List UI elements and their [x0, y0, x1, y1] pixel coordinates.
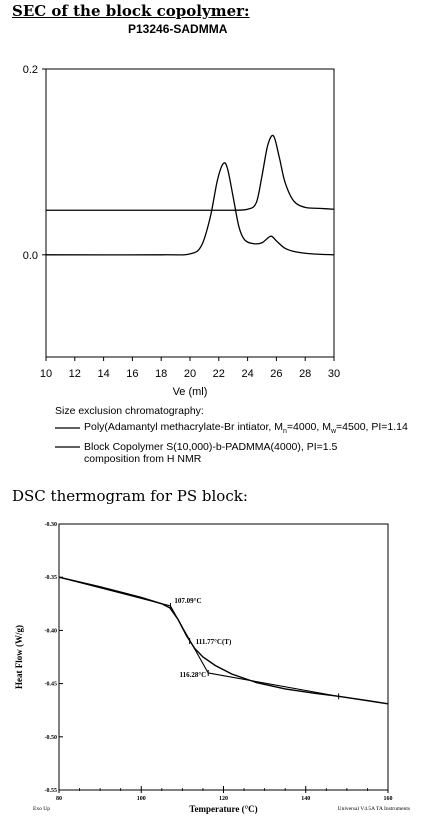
sec-x-tick-label: 30 [328, 368, 340, 380]
sec-x-axis-label: Ve (ml) [173, 386, 208, 398]
sec-x-tick-label: 16 [126, 368, 138, 380]
dsc-footer-exo-up: Exo Up [33, 806, 50, 812]
sec-x-tick-label: 22 [213, 368, 225, 380]
sec-legend-label-2-line-2: composition from H NMR [84, 453, 202, 465]
dsc-series-line-4 [208, 672, 339, 697]
dsc-y-tick-label: -0.35 [45, 575, 58, 581]
dsc-y-tick-label: -0.55 [45, 788, 58, 794]
sec-legend-label-1-part-c: =4500, PI=1.14 [336, 421, 408, 433]
sec-y-tick-label: 0.2 [23, 64, 38, 76]
dsc-footer-instrument: Universal V4.5A TA Instruments [338, 806, 410, 812]
sec-legend-title: Size exclusion chromatography: [55, 405, 204, 417]
sec-legend-label-1-part-b: =4000, M [286, 421, 331, 433]
sec-x-tick-label: 10 [40, 368, 52, 380]
sec-legend-label-1-sub-w: w [330, 428, 337, 436]
sec-plot-frame [45, 68, 335, 358]
dsc-y-tick-label: -0.50 [45, 735, 58, 741]
dsc-y-tick-label: -0.45 [45, 682, 58, 688]
sec-chart-subtitle: P13246-SADMMA [128, 22, 228, 36]
dsc-chart-title: DSC thermogram for PS block: [12, 487, 248, 505]
dsc-series-line-3 [169, 605, 209, 674]
sec-chart-title: SEC of the block copolymer: [12, 2, 250, 20]
sec-series-line-1 [45, 134, 335, 211]
sec-legend-label-1-part-a: Poly(Adamantyl methacrylate-Br intiator,… [84, 421, 283, 433]
sec-x-tick-label: 12 [69, 368, 81, 380]
sec-legend-label-2: Block Copolymer S(10,000)-b-PADMMA(4000)… [84, 441, 338, 453]
sec-x-tick-label: 28 [299, 368, 311, 380]
sec-y-tick-label: 0.0 [23, 250, 38, 262]
sec-series-line-2 [45, 162, 335, 256]
dsc-x-tick-label: 160 [384, 796, 393, 802]
dsc-x-tick-label: 100 [137, 796, 146, 802]
sec-x-tick-label: 14 [97, 368, 109, 380]
sec-x-tick-label: 24 [241, 368, 253, 380]
dsc-y-axis-label: Heat Flow (W/g) [14, 625, 24, 689]
sec-chart: 10 12 14 16 18 20 22 24 26 28 30 0.2 0.0 Ve (ml) [23, 64, 340, 448]
dsc-annotation-1: 107.09°C [174, 597, 201, 605]
dsc-x-axis-label: Temperature (°C) [189, 804, 257, 814]
dsc-y-tick-label: -0.40 [45, 628, 58, 634]
sec-x-tick-label: 18 [155, 368, 167, 380]
dsc-x-tick-label: 80 [56, 796, 62, 802]
dsc-y-tick-label: -0.30 [45, 522, 58, 528]
sec-legend-label-1-sub-n: n [283, 428, 287, 436]
dsc-series-line-2 [58, 576, 171, 607]
dsc-series-line-1 [58, 576, 389, 705]
sec-x-tick-label: 26 [270, 368, 282, 380]
dsc-annotation-2: 111.77°C(T) [196, 638, 232, 646]
dsc-x-tick-label: 140 [301, 796, 310, 802]
sec-legend-label-1: Poly(Adamantyl methacrylate-Br intiator,… [84, 421, 408, 435]
dsc-annotation-3: 116.28°C [179, 671, 206, 679]
sec-x-tick-label: 20 [184, 368, 196, 380]
dsc-plot-frame [58, 523, 389, 791]
dsc-x-tick-label: 120 [219, 796, 228, 802]
